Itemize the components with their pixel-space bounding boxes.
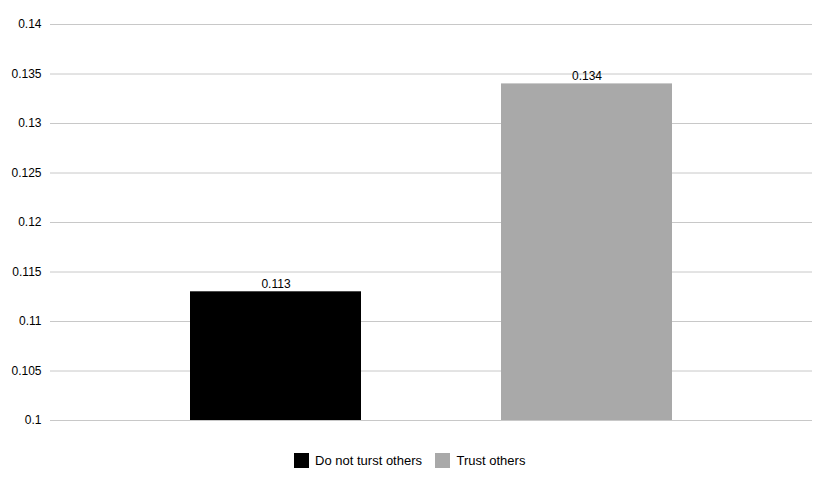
svg-text:0.125: 0.125 [11, 166, 41, 180]
svg-text:0.115: 0.115 [12, 265, 41, 279]
svg-text:0.105: 0.105 [11, 364, 41, 378]
svg-text:0.14: 0.14 [18, 17, 42, 31]
html-text:Trust others: Trust others [456, 453, 526, 468]
svg-text:0.12: 0.12 [18, 215, 42, 229]
html-text:Do not turst others: Do not turst others [315, 453, 422, 468]
svg-text:0.11: 0.11 [19, 314, 42, 328]
svg-text:0.1: 0.1 [25, 413, 42, 427]
svg-text:0.13: 0.13 [18, 116, 42, 130]
svg-text:0.113: 0.113 [261, 277, 290, 291]
svg-text:0.134: 0.134 [572, 69, 602, 83]
svg-text:0.135: 0.135 [11, 67, 41, 81]
